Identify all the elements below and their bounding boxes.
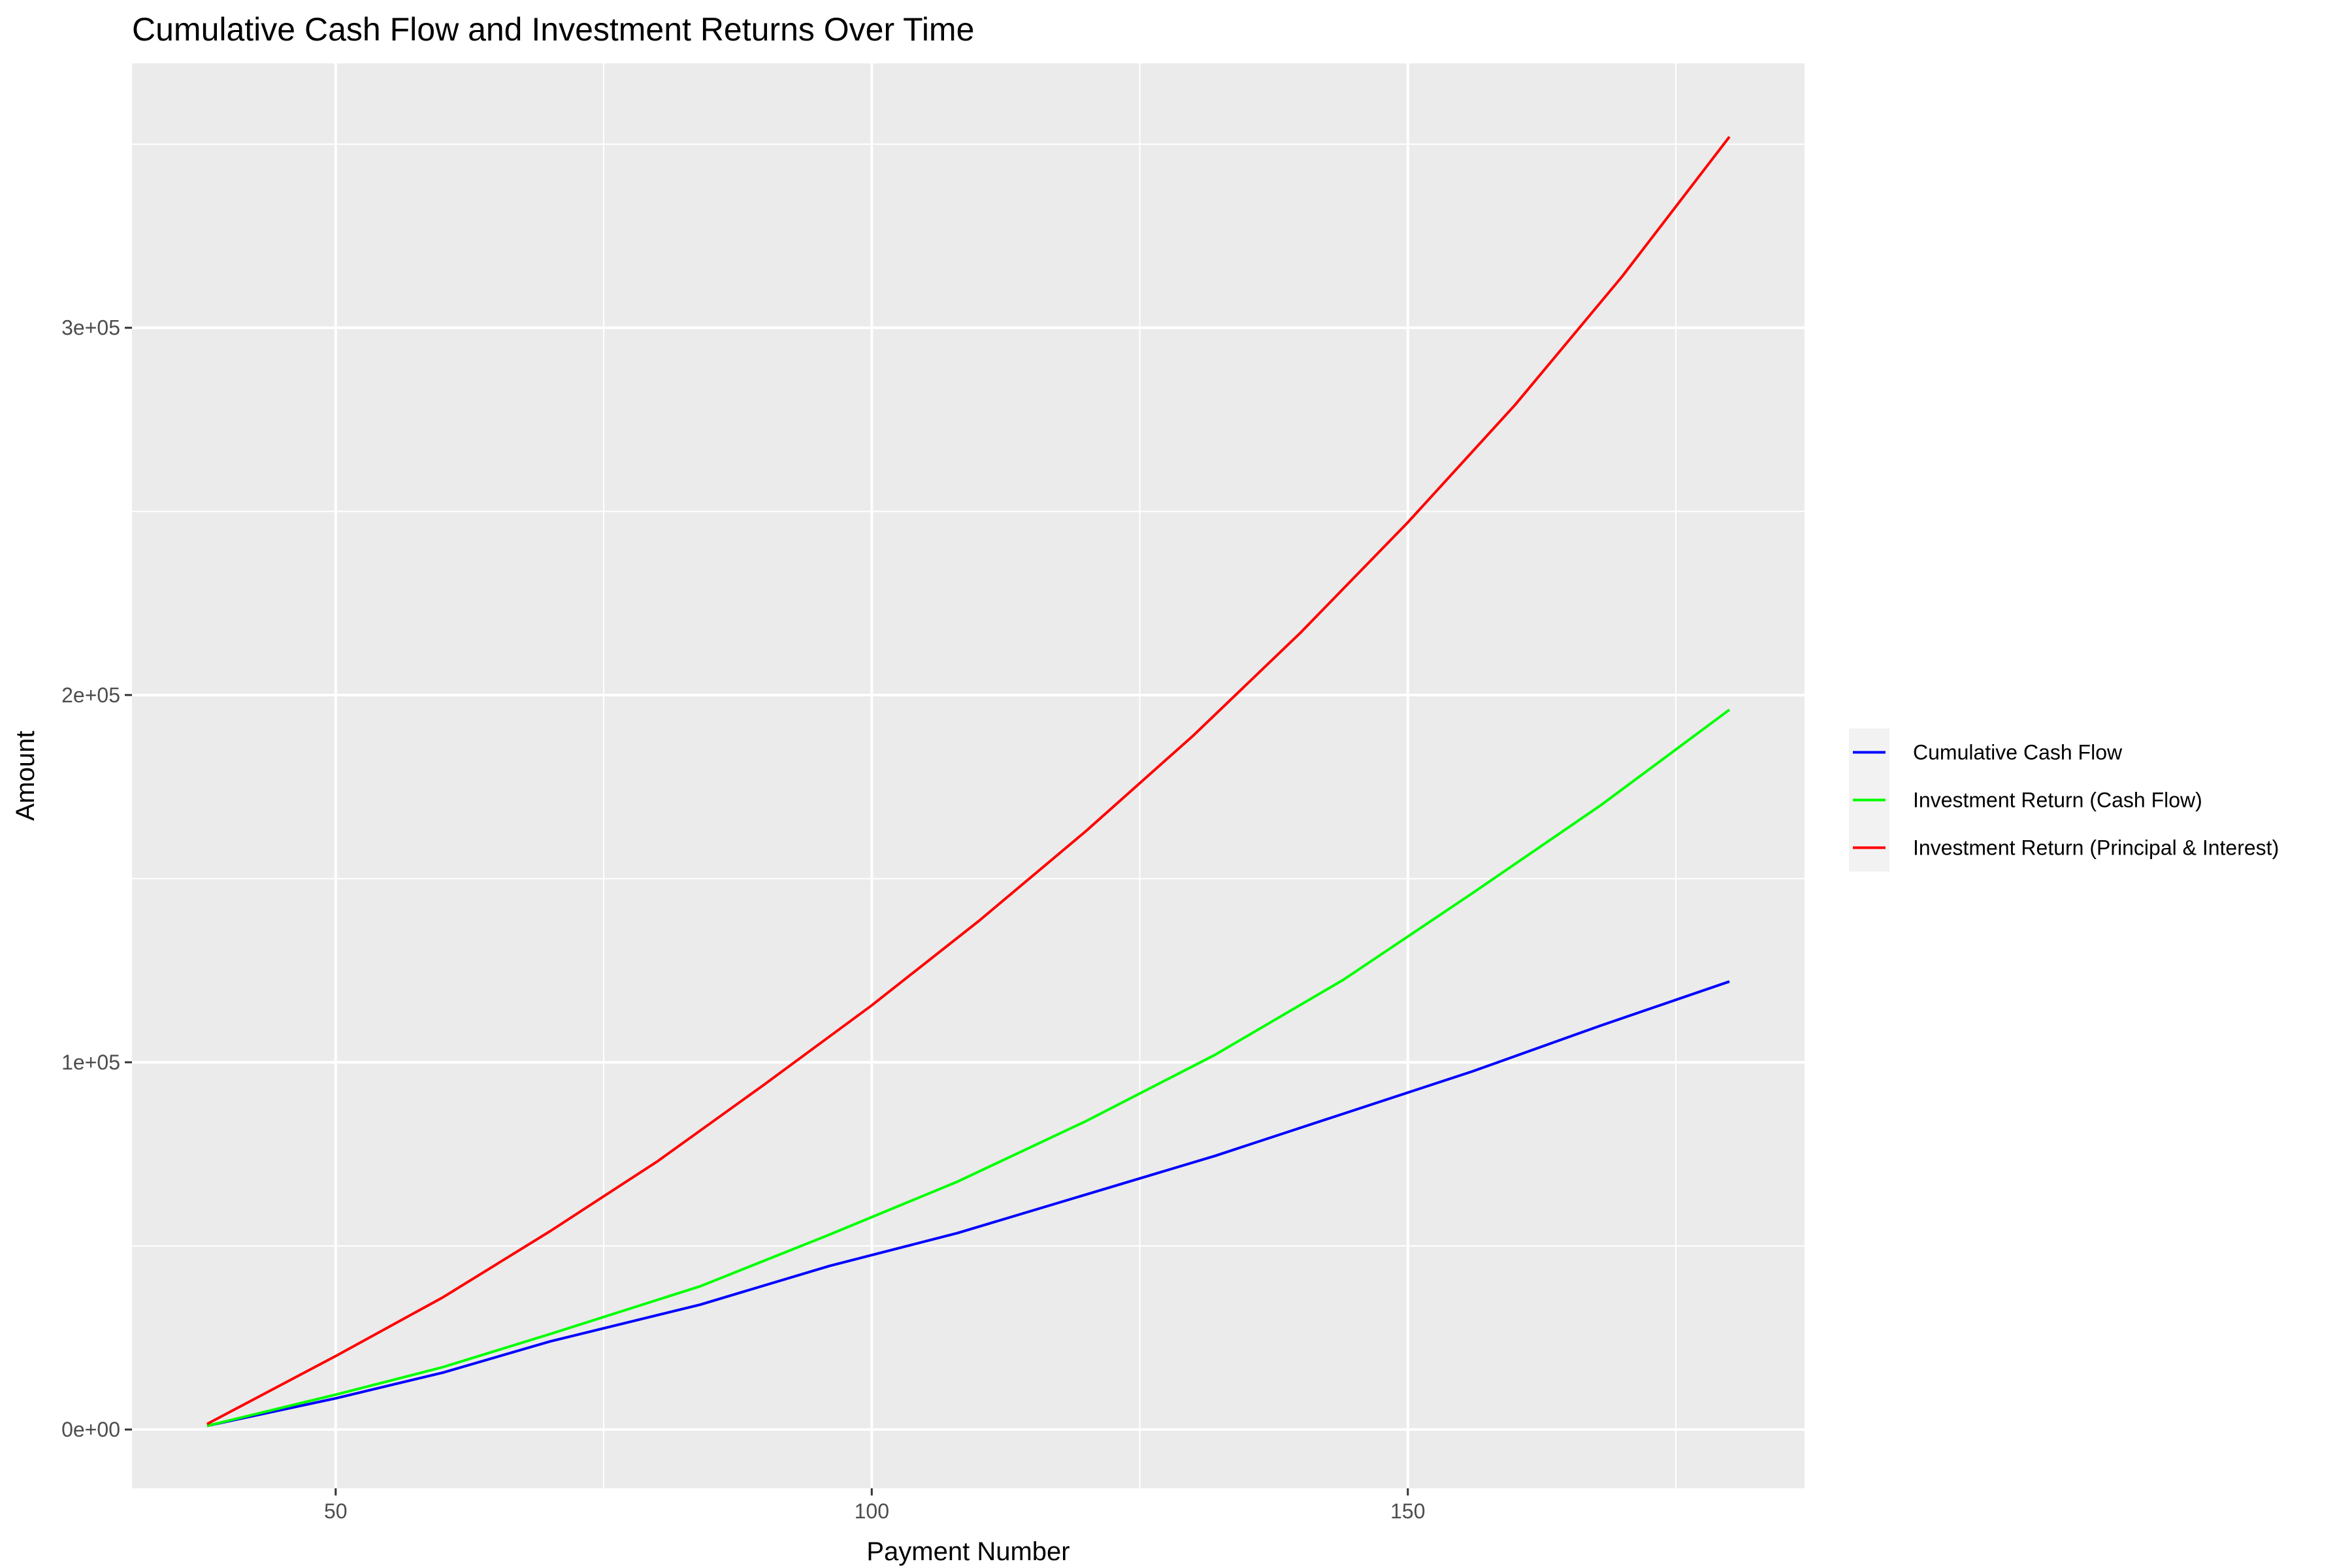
- legend-label: Cumulative Cash Flow: [1913, 741, 2123, 764]
- series-line: [206, 136, 1731, 1426]
- x-tick-label: 50: [324, 1499, 348, 1523]
- y-tick-label: 0e+00: [61, 1418, 120, 1441]
- x-tick-label: 100: [855, 1499, 889, 1523]
- legend-label: Investment Return (Principal & Interest): [1913, 836, 2279, 860]
- legend-label: Investment Return (Cash Flow): [1913, 789, 2202, 812]
- series-lines: [206, 136, 1731, 1428]
- major-gridlines: [132, 63, 1805, 1488]
- y-tick-label: 2e+05: [61, 683, 120, 707]
- x-axis-title: Payment Number: [866, 1537, 1070, 1566]
- minor-gridlines: [132, 63, 1805, 1488]
- x-axis: 50 100 150: [324, 1488, 1426, 1523]
- legend: Cumulative Cash Flow Investment Return (C…: [1849, 728, 2279, 872]
- y-axis: 0e+00 1e+05 2e+05 3e+05: [61, 316, 132, 1441]
- x-tick-label: 150: [1390, 1499, 1425, 1523]
- y-tick-label: 1e+05: [61, 1051, 120, 1074]
- y-tick-label: 3e+05: [61, 316, 120, 340]
- series-line: [206, 980, 1730, 1428]
- chart-title: Cumulative Cash Flow and Investment Retu…: [132, 11, 974, 48]
- series-line: [206, 708, 1731, 1428]
- y-axis-title: Amount: [11, 731, 40, 821]
- plot-panel: [132, 63, 1805, 1488]
